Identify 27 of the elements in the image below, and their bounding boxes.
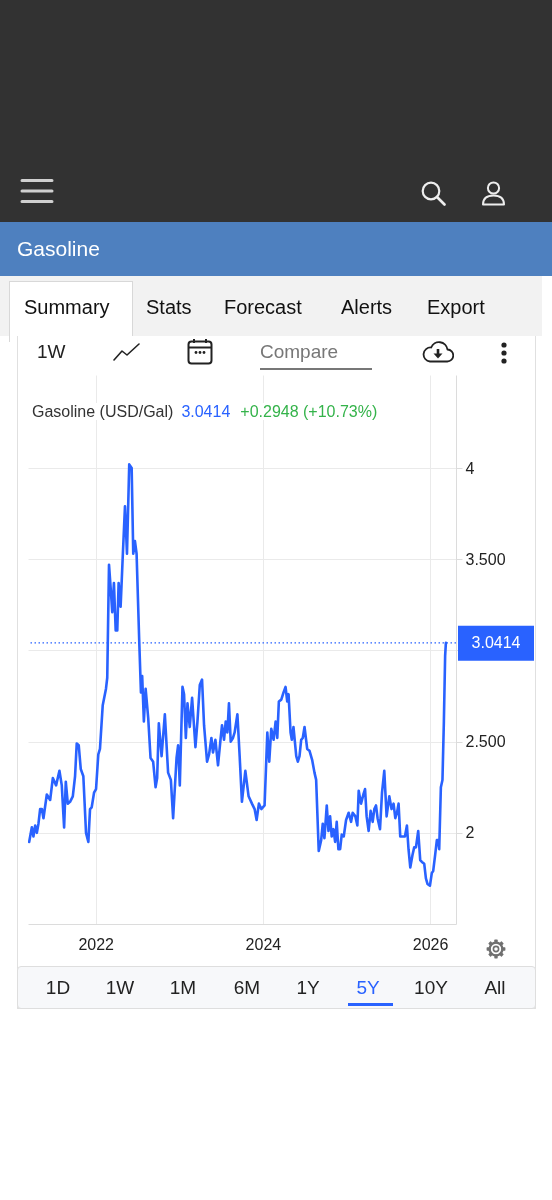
x-tick-label: 2022 — [78, 935, 115, 953]
y-tick-label: 2.500 — [465, 733, 506, 751]
y-tick-label: 3.500 — [465, 550, 506, 568]
text: 1W — [37, 341, 66, 363]
annotation: +0.2948 (+10.73%) — [240, 403, 378, 420]
text: Stats — [146, 296, 192, 319]
text: 1Y — [295, 977, 321, 999]
text: Alerts — [341, 296, 393, 319]
text: All — [483, 977, 507, 999]
annotation: 3.0414 — [181, 403, 231, 420]
x-tick-label: 2026 — [412, 935, 449, 953]
ref-line-label: 3.0414 — [471, 633, 521, 651]
x-tick-label: 2024 — [245, 935, 282, 953]
y-tick-label: 4 — [465, 459, 475, 477]
input-field: Compare — [260, 338, 372, 370]
text: 5Y — [355, 977, 381, 999]
text: Gasoline (USD/Gal) — [32, 403, 174, 420]
text: 6M — [232, 977, 262, 999]
text: 1W — [104, 977, 136, 999]
y-tick-label: 2 — [465, 824, 475, 842]
text: Summary — [24, 296, 110, 319]
text: Forecast — [224, 296, 302, 319]
text: 1D — [44, 977, 72, 999]
text: Export — [427, 296, 485, 319]
text: 10Y — [413, 977, 449, 999]
text: 1M — [168, 977, 198, 999]
chart-title: Gasoline — [17, 237, 100, 262]
